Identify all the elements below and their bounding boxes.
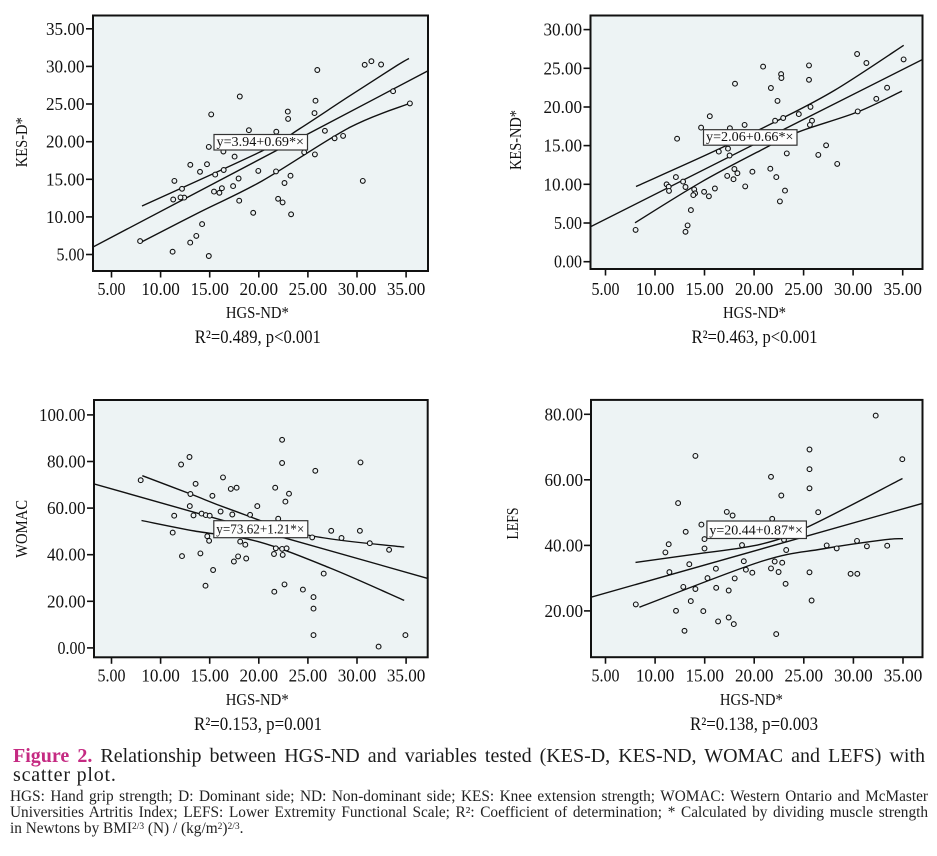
svg-text:R²=0.463, p<0.001: R²=0.463, p<0.001: [692, 327, 818, 348]
svg-text:10.00: 10.00: [141, 666, 180, 686]
svg-text:0.00: 0.00: [58, 638, 86, 658]
svg-text:HGS-ND*: HGS-ND*: [226, 303, 289, 322]
svg-text:0.00: 0.00: [554, 252, 582, 272]
svg-text:5.00: 5.00: [98, 279, 126, 299]
svg-text:20.00: 20.00: [545, 601, 584, 621]
svg-text:60.00: 60.00: [545, 470, 584, 490]
svg-text:60.00: 60.00: [47, 498, 86, 518]
svg-text:30.00: 30.00: [338, 666, 377, 686]
svg-text:35.00: 35.00: [884, 666, 923, 686]
svg-text:20.00: 20.00: [240, 279, 279, 299]
svg-text:25.00: 25.00: [289, 666, 328, 686]
svg-text:30.00: 30.00: [834, 666, 873, 686]
svg-text:R²=0.138, p=0.003: R²=0.138, p=0.003: [690, 714, 818, 735]
svg-text:20.00: 20.00: [735, 279, 774, 299]
svg-text:30.00: 30.00: [544, 20, 583, 40]
svg-text:20.00: 20.00: [544, 97, 583, 117]
svg-text:R²=0.489, p<0.001: R²=0.489, p<0.001: [195, 327, 321, 348]
svg-text:35.00: 35.00: [387, 666, 426, 686]
svg-text:20.00: 20.00: [47, 591, 86, 611]
svg-text:30.00: 30.00: [46, 56, 85, 76]
svg-text:25.00: 25.00: [544, 58, 583, 78]
svg-text:30.00: 30.00: [338, 279, 377, 299]
svg-text:y=3.94+0.69*×: y=3.94+0.69*×: [217, 135, 305, 150]
svg-text:20.00: 20.00: [240, 666, 279, 686]
svg-text:15.00: 15.00: [190, 279, 229, 299]
svg-text:HGS-ND*: HGS-ND*: [723, 303, 786, 322]
svg-text:10.00: 10.00: [544, 174, 583, 194]
svg-text:WOMAC: WOMAC: [12, 500, 31, 558]
svg-text:HGS-ND*: HGS-ND*: [720, 690, 783, 709]
svg-text:80.00: 80.00: [47, 452, 86, 472]
svg-text:R²=0.153, p=0.001: R²=0.153, p=0.001: [194, 714, 322, 735]
svg-text:25.00: 25.00: [785, 666, 824, 686]
svg-text:KES-ND*: KES-ND*: [506, 110, 525, 170]
svg-text:25.00: 25.00: [289, 279, 328, 299]
svg-text:35.00: 35.00: [387, 279, 426, 299]
svg-text:35.00: 35.00: [883, 279, 922, 299]
svg-text:5.00: 5.00: [57, 245, 85, 265]
svg-text:15.00: 15.00: [190, 666, 229, 686]
svg-text:5.00: 5.00: [592, 666, 620, 686]
svg-text:15.00: 15.00: [544, 136, 583, 156]
svg-text:LEFS: LEFS: [503, 508, 522, 540]
svg-text:y=20.44+0.87*×: y=20.44+0.87*×: [709, 524, 803, 539]
svg-text:10.00: 10.00: [636, 279, 675, 299]
svg-text:15.00: 15.00: [46, 169, 85, 189]
svg-text:40.00: 40.00: [545, 535, 584, 555]
svg-text:25.00: 25.00: [46, 94, 85, 114]
svg-text:25.00: 25.00: [784, 279, 823, 299]
svg-text:20.00: 20.00: [46, 132, 85, 152]
svg-text:5.00: 5.00: [592, 279, 620, 299]
svg-text:y=2.06+0.66*×: y=2.06+0.66*×: [706, 130, 794, 145]
svg-text:80.00: 80.00: [545, 404, 584, 424]
svg-text:KES-D*: KES-D*: [12, 117, 31, 167]
svg-text:5.00: 5.00: [98, 666, 126, 686]
svg-text:10.00: 10.00: [636, 666, 675, 686]
svg-text:10.00: 10.00: [141, 279, 180, 299]
svg-text:HGS-ND*: HGS-ND*: [226, 690, 289, 709]
svg-text:30.00: 30.00: [834, 279, 873, 299]
svg-text:5.00: 5.00: [554, 213, 582, 233]
svg-text:35.00: 35.00: [46, 19, 85, 39]
svg-text:100.00: 100.00: [39, 405, 86, 425]
svg-text:40.00: 40.00: [47, 545, 86, 565]
svg-text:15.00: 15.00: [685, 279, 724, 299]
svg-text:y=73.62+1.21*×: y=73.62+1.21*×: [216, 523, 304, 538]
svg-text:10.00: 10.00: [46, 207, 85, 227]
svg-text:15.00: 15.00: [685, 666, 724, 686]
svg-text:20.00: 20.00: [735, 666, 774, 686]
